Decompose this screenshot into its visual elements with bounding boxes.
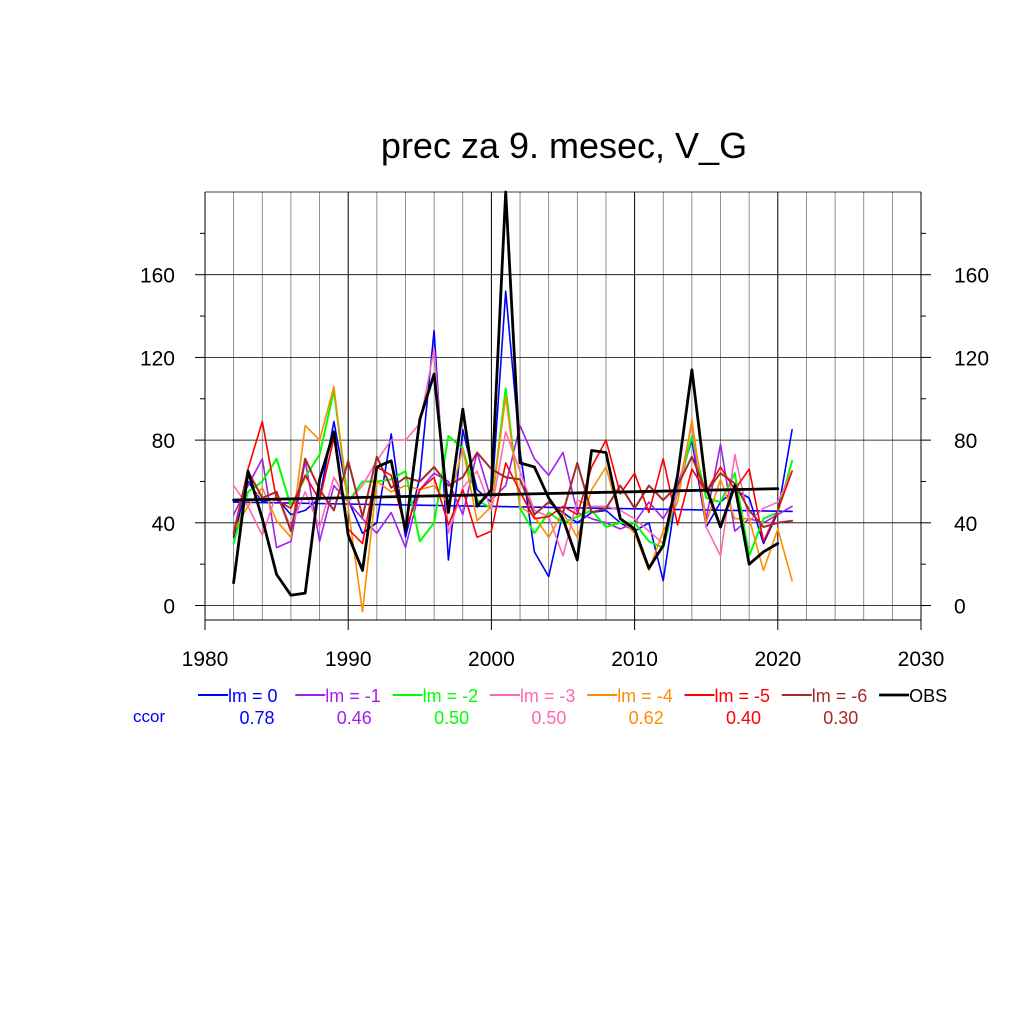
grid-lines: [205, 191, 921, 620]
legend-label: OBS: [909, 686, 947, 706]
x-tick-label: 1990: [325, 648, 372, 671]
series-group: [232, 190, 794, 613]
x-tick-label: 2030: [898, 648, 945, 671]
y-tick-label-left: 40: [152, 513, 175, 536]
y-tick-label-right: 80: [954, 430, 977, 453]
x-tick-label: 2010: [611, 648, 658, 671]
chart-title: prec za 9. mesec, V_G: [381, 125, 747, 166]
ccor-value: 0.78: [239, 708, 274, 728]
x-tick-label: 1980: [182, 648, 229, 671]
x-tick-label: 2000: [468, 648, 515, 671]
trend-line-obs: [232, 487, 780, 502]
series-line-obs: [232, 190, 780, 597]
y-tick-label-right: 0: [954, 596, 966, 619]
y-tick-label-right: 160: [954, 265, 989, 288]
legend-label: lm = -5: [715, 686, 771, 706]
y-tick-label-left: 0: [163, 596, 175, 619]
ccor-value: 0.30: [823, 708, 858, 728]
ccor-value: 0.62: [629, 708, 664, 728]
series-line-lm-4: [232, 385, 793, 613]
series-line-lm-6: [232, 451, 794, 535]
ccor-value: 0.50: [434, 708, 469, 728]
legend-label: lm = -1: [325, 686, 381, 706]
legend-label: lm = -2: [423, 686, 479, 706]
ccor-value: 0.46: [337, 708, 372, 728]
y-tick-label-right: 40: [954, 513, 977, 536]
ccor-label: ccor: [133, 707, 165, 726]
legend-label: lm = 0: [228, 686, 278, 706]
y-tick-label-right: 120: [954, 347, 989, 370]
y-tick-label-left: 160: [140, 265, 175, 288]
legend-label: lm = -4: [617, 686, 673, 706]
y-tick-label-left: 80: [152, 430, 175, 453]
x-tick-label: 2020: [754, 648, 801, 671]
ccor-value: 0.40: [726, 708, 761, 728]
y-tick-label-left: 120: [140, 347, 175, 370]
ccor-value: 0.50: [531, 708, 566, 728]
legend-label: lm = -6: [812, 686, 868, 706]
legend-label: lm = -3: [520, 686, 576, 706]
